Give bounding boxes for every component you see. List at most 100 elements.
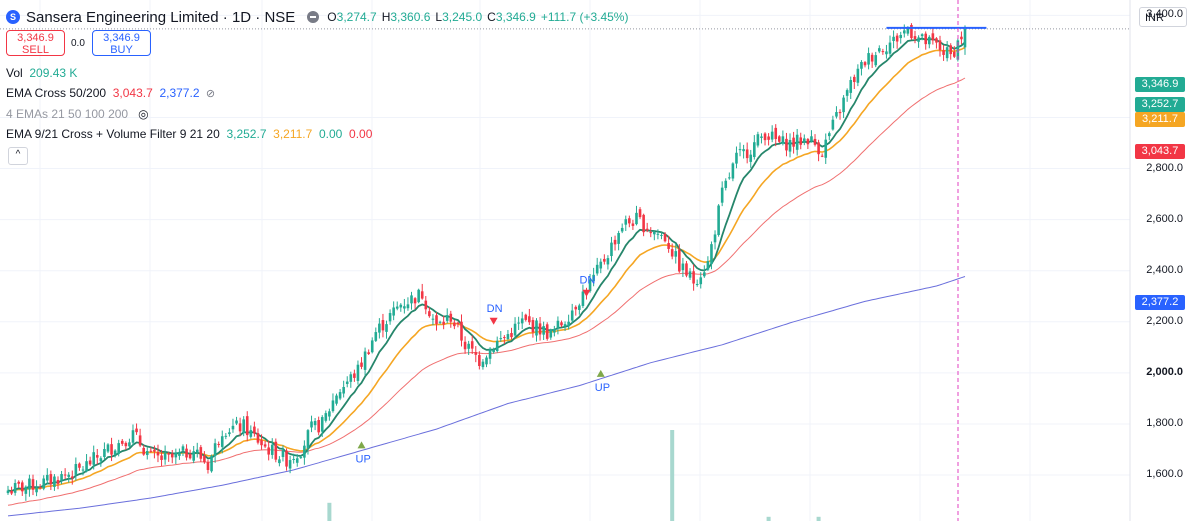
buy-button[interactable]: 3,346.9 BUY: [92, 30, 151, 56]
candle-body: [899, 34, 903, 39]
sell-button[interactable]: 3,346.9 SELL: [6, 30, 65, 56]
ohlc-close: C3,346.9: [487, 10, 536, 24]
candle: [74, 457, 78, 481]
candle-body: [892, 36, 895, 41]
candle-body: [460, 321, 463, 341]
candle: [520, 311, 524, 330]
candle: [660, 232, 663, 240]
candle: [206, 459, 210, 474]
symbol-logo-icon: S: [6, 10, 20, 24]
candle: [813, 134, 817, 147]
candle-body: [724, 180, 728, 188]
candle-body: [574, 306, 578, 310]
candle: [631, 219, 635, 230]
legend-ema-filter[interactable]: EMA 9/21 Cross + Volume Filter 9 21 20 3…: [6, 127, 373, 141]
candle: [595, 257, 599, 276]
candle: [420, 283, 424, 300]
price-tag: 3,211.7: [1135, 112, 1185, 127]
candle-body: [952, 51, 956, 57]
candle: [910, 23, 913, 40]
candle-body: [235, 420, 238, 424]
candle: [438, 320, 442, 325]
candle: [592, 267, 595, 287]
candle: [310, 415, 313, 433]
candle: [56, 476, 60, 490]
candle: [35, 480, 38, 497]
candle: [788, 133, 792, 158]
candle-body: [35, 487, 38, 493]
currency-select[interactable]: INR: [1139, 7, 1187, 27]
candle: [338, 388, 342, 401]
candle-body: [185, 448, 188, 458]
candle: [128, 438, 131, 448]
legend-4-emas[interactable]: 4 EMAs 21 50 100 200 ◎: [6, 107, 149, 121]
candle-body: [578, 305, 581, 310]
candle-body: [328, 411, 331, 417]
candle-body: [349, 374, 353, 382]
hidden-eye-icon[interactable]: ◎: [131, 107, 149, 121]
ema-50-line: [7, 77, 966, 506]
candle-body: [885, 51, 888, 55]
symbol-title[interactable]: Sansera Engineering Limited · 1D · NSE: [26, 8, 296, 26]
candle: [795, 128, 799, 156]
candle: [295, 454, 299, 467]
candlesticks: [6, 23, 967, 501]
candle: [917, 35, 920, 48]
candle: [231, 418, 235, 433]
candle: [192, 445, 195, 464]
candle: [170, 449, 174, 464]
ohlc-high: H3,360.6: [381, 10, 431, 24]
candle: [649, 227, 653, 238]
candle-body: [845, 90, 849, 96]
candle-body: [692, 271, 695, 284]
candle: [945, 41, 949, 62]
settings-icon[interactable]: ⊘: [202, 88, 216, 100]
legend-ema-cross[interactable]: EMA Cross 50/200 3,043.7 2,377.2 ⊘: [6, 86, 216, 100]
candle: [881, 48, 885, 55]
candle-body: [774, 127, 778, 140]
candle-body: [167, 453, 170, 455]
candle-body: [199, 447, 203, 459]
candle-body: [160, 455, 163, 460]
candle-body: [438, 321, 442, 323]
candle-body: [674, 251, 678, 257]
candle-body: [135, 428, 138, 433]
candle-body: [795, 134, 799, 150]
candle-body: [353, 373, 356, 378]
collapse-legend-button[interactable]: ^: [8, 147, 28, 165]
candle: [756, 131, 760, 148]
candle: [45, 468, 49, 485]
candle: [317, 416, 320, 436]
candle-body: [313, 421, 317, 426]
candle: [278, 456, 281, 467]
candle-body: [838, 111, 842, 114]
candle-body: [524, 314, 528, 320]
candle: [588, 274, 592, 293]
candle: [895, 33, 899, 49]
legend-volume[interactable]: Vol 209.43 K: [6, 66, 78, 80]
candle: [753, 135, 756, 160]
candle: [431, 314, 435, 326]
candle-body: [299, 457, 303, 459]
ohlc-low: L3,245.0: [435, 10, 483, 24]
candle: [285, 448, 288, 471]
candle: [606, 255, 610, 270]
market-status-icon[interactable]: [307, 11, 320, 23]
candle: [303, 440, 306, 465]
candle-body: [74, 464, 78, 475]
candle-body: [863, 62, 867, 66]
candle-body: [788, 140, 792, 152]
candle-body: [442, 321, 445, 325]
candle-body: [17, 481, 21, 484]
candle: [242, 416, 245, 437]
up-signal-label: UP: [356, 453, 371, 465]
candle-body: [592, 274, 595, 282]
candle-body: [113, 450, 117, 455]
candle-body: [367, 352, 370, 354]
candle: [856, 64, 860, 87]
candle: [203, 451, 206, 464]
candle-body: [210, 455, 213, 472]
candle-body: [570, 310, 574, 321]
candle-body: [231, 425, 235, 430]
